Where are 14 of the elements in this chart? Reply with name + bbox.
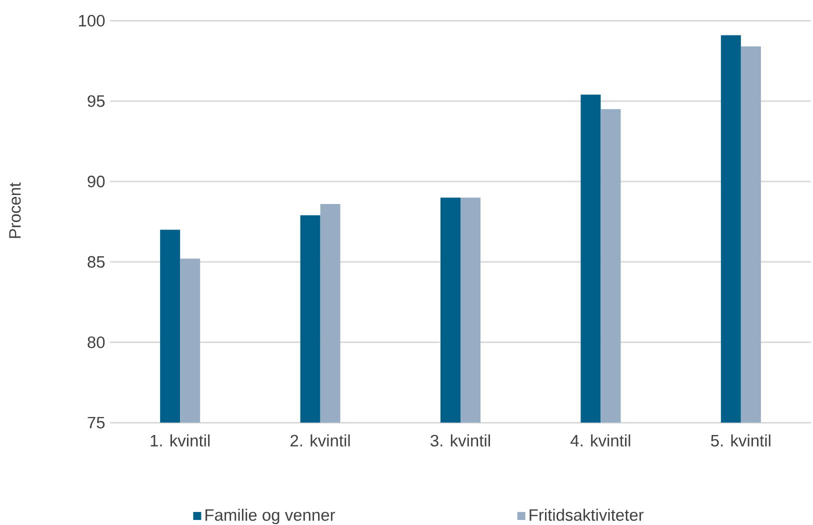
- legend-label: Familie og venner: [206, 508, 336, 524]
- y-tick-label: 100: [79, 14, 105, 27]
- x-tick-label: 3. kvintil: [430, 434, 490, 447]
- x-tick-label: 4. kvintil: [570, 434, 630, 446]
- x-tick-label: 1. kvintil: [150, 434, 210, 446]
- legend-label: Fritidsaktiviteter: [530, 508, 644, 521]
- y-tick-label: 90: [88, 176, 105, 188]
- x-tick-label: 2. kvintil: [290, 434, 350, 446]
- x-tick-label: 5. kvintil: [711, 434, 770, 447]
- y-tick-label: 75: [88, 416, 105, 428]
- y-tick-label: 95: [88, 95, 105, 107]
- y-tick-label: 85: [88, 256, 105, 268]
- y-tick-label: 80: [88, 336, 105, 348]
- y-axis-title: Procent: [9, 182, 21, 238]
